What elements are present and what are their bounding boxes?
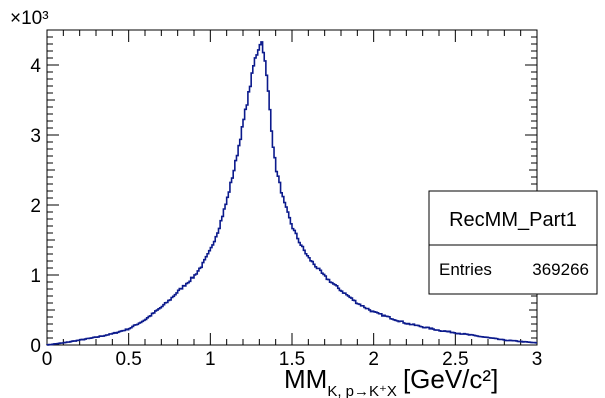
tick-labels: 0 0.5 1 1.5 2 2.5 3 0 1 2 3 4	[30, 56, 542, 370]
x-tick-label: 2	[368, 349, 379, 370]
y-tick-label: 4	[30, 56, 41, 77]
y-tick-label: 1	[30, 266, 41, 287]
stats-box: RecMM_Part1 Entries 369266	[428, 190, 598, 295]
stats-entries-label: Entries	[439, 260, 492, 279]
stats-box-frame	[428, 190, 598, 295]
y-tick-label: 3	[30, 126, 41, 147]
x-tick-label: 0.5	[115, 349, 141, 370]
y-tick-label: 0	[30, 336, 41, 357]
x-tick-label: 3	[532, 349, 543, 370]
x-axis-title: MMK, p→K⁺X [GeV/c²]	[284, 364, 498, 398]
plot-frame	[46, 29, 538, 346]
x-axis-title-unit: [GeV/c²]	[403, 364, 498, 394]
x-axis-title-main: MM	[284, 364, 327, 394]
x-tick-label: 0	[42, 349, 53, 370]
x-tick-label: 1.5	[279, 349, 305, 370]
stats-entries-value: 369266	[532, 260, 589, 279]
axis-ticks	[46, 29, 538, 346]
x-tick-label: 1	[205, 349, 216, 370]
x-tick-label: 2.5	[442, 349, 468, 370]
x-axis-title-sub: K, p→K⁺X	[327, 383, 397, 398]
y-tick-label: 2	[30, 196, 41, 217]
histogram-line	[46, 41, 537, 346]
stats-box-title: RecMM_Part1	[449, 209, 577, 231]
y-exponent: ×10³	[10, 8, 49, 29]
